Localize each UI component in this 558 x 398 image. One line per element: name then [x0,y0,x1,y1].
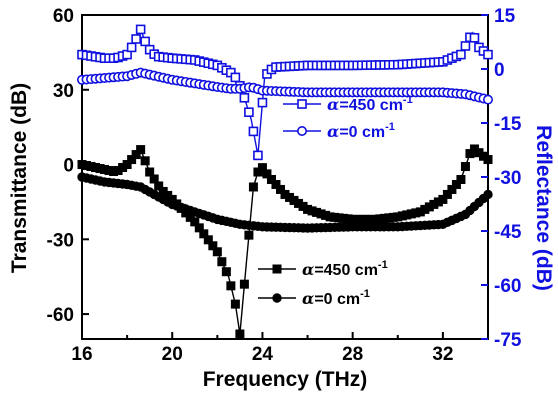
legend-entry: α=0 cm-1 [283,121,395,141]
y-left-tick-label: 0 [63,156,74,177]
y-left-tick-label: 60 [53,6,74,27]
data-point [140,156,150,166]
data-point [154,181,164,191]
series-2-filled-square [77,144,493,339]
x-tick-label: 32 [432,344,453,365]
data-point [447,184,457,194]
data-point [483,49,493,60]
data-point [460,162,470,172]
data-point [456,174,466,184]
data-point [194,223,204,233]
data-point [244,230,254,240]
legend-entry: α=450 cm-1 [258,259,388,279]
data-point [239,279,249,289]
data-point [230,299,240,309]
y-right-tick-label: 0 [494,60,505,81]
x-axis-label: Frequency (THz) [203,368,368,391]
legend-label: α=450 cm-1 [327,94,413,114]
data-point [212,247,222,257]
legend-marker [296,126,307,137]
data-point [266,174,276,184]
series-3-filled-circle [77,172,493,233]
legend-marker [272,264,282,274]
x-tick-label: 24 [252,344,274,365]
y-axis-right-label: Reflectance (dB) [532,125,555,291]
data-point [126,42,137,53]
data-point [208,241,218,251]
data-point [190,217,200,227]
data-point [244,107,254,117]
data-point [442,189,452,199]
data-point [271,179,281,189]
y-right-tick-label: -75 [494,330,522,351]
data-point [226,281,236,291]
series-line [81,145,489,335]
series-0-open-square [77,24,493,161]
data-point [122,160,132,170]
data-point [135,24,146,35]
y-left-tick-label: -60 [47,305,74,326]
y-left-tick-label: -30 [47,230,74,251]
series-1-open-circle [77,67,493,105]
legend-entry: α=0 cm-1 [258,288,370,308]
legend-entry: α=450 cm-1 [283,94,413,114]
data-point [145,167,155,177]
data-point [230,72,241,83]
data-point [460,41,471,51]
data-point [253,150,263,161]
y-left-tick-label: 30 [53,81,74,102]
data-point [469,32,480,43]
legend-reflectance: α=450 cm-1 α=0 cm-1 [283,94,413,141]
x-tick-label: 16 [71,344,92,365]
series-layer [77,24,493,339]
data-point [262,169,272,179]
y-right-tick-label: -60 [494,276,521,297]
data-point [275,184,285,194]
data-point [451,179,461,189]
data-point [456,49,466,60]
data-point [257,163,267,173]
legend-label: α=450 cm-1 [302,259,388,279]
y-right-tick-label: -45 [494,222,522,243]
data-point [239,93,250,103]
legend-transmittance: α=450 cm-1 α=0 cm-1 [258,259,388,308]
data-point [140,36,150,47]
data-point [438,194,448,204]
data-point [127,155,137,165]
y-axis-left-label: Transmittance (dB) [8,83,31,273]
legend-label: α=0 cm-1 [302,288,370,308]
legend-marker [297,99,307,109]
x-tick-label: 28 [342,344,363,365]
data-point [483,189,493,200]
legend-marker [272,293,282,303]
data-point [248,126,259,137]
data-point [203,235,213,245]
y-right-tick-label: 15 [494,6,516,27]
data-point [235,329,245,339]
data-point [482,94,493,105]
x-tick-label: 20 [162,344,183,365]
legend-label: α=0 cm-1 [327,121,395,141]
y-axis-right-ticks: 15 0 -15 -30 -45 -60 -75 [481,6,522,351]
x-axis-ticks: 16 20 24 28 32 [71,332,453,365]
data-point [465,149,475,159]
y-right-tick-label: -30 [494,168,521,189]
data-point [248,182,258,192]
data-point [483,155,493,165]
data-point [136,145,146,155]
data-point [131,150,141,160]
data-point [221,267,231,277]
data-point [217,257,227,267]
y-axis-left-ticks: 60 30 0 -30 -60 [47,6,89,326]
data-point [257,97,268,108]
data-point [199,229,209,239]
data-point [149,174,159,184]
data-point [131,34,141,44]
y-right-tick-label: -15 [494,114,522,135]
